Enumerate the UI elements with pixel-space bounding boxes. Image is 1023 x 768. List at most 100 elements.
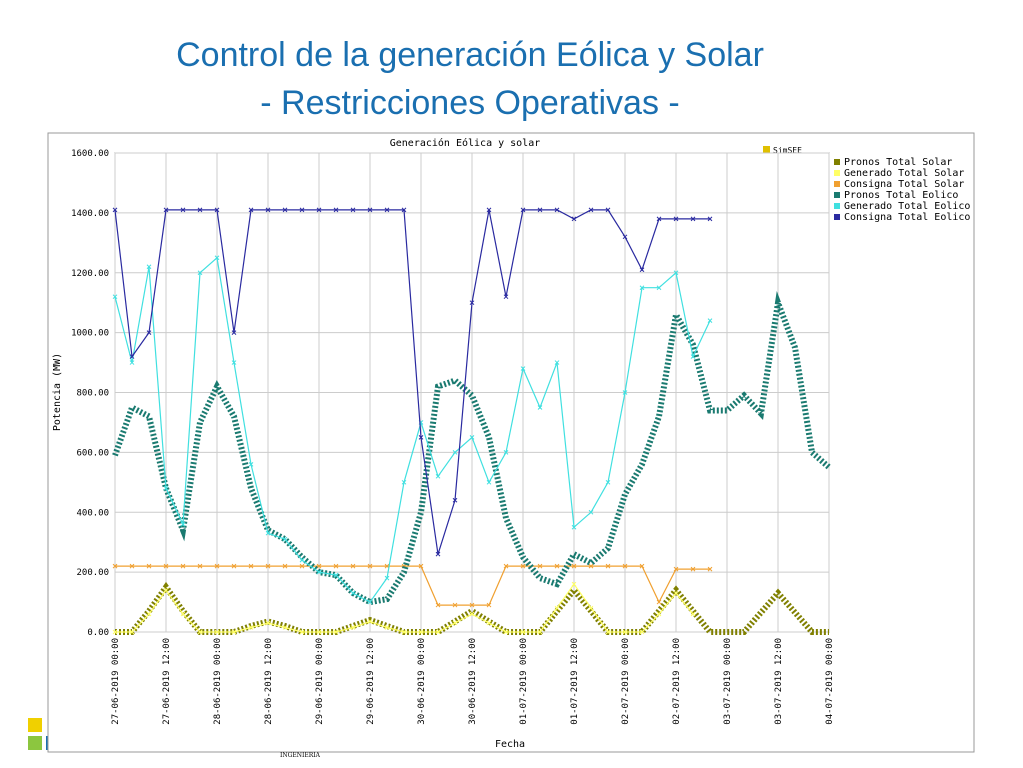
point-marker — [129, 360, 135, 365]
point-marker — [639, 563, 645, 569]
point-marker — [129, 629, 135, 635]
point-marker — [180, 563, 186, 569]
point-marker — [639, 629, 645, 635]
point-marker — [452, 602, 458, 608]
point-marker — [537, 207, 543, 213]
point-marker — [146, 330, 152, 335]
y-tick-label: 1000.00 — [71, 329, 109, 339]
point-marker — [622, 390, 628, 395]
point-marker — [639, 285, 645, 291]
point-marker — [469, 435, 475, 440]
point-marker — [367, 599, 373, 605]
slide-title: Control de la generación Eólica y Solar — [176, 36, 764, 74]
point-marker — [231, 360, 237, 365]
point-marker — [520, 207, 526, 213]
point-marker — [503, 450, 509, 455]
y-tick-label: 400.00 — [76, 508, 109, 518]
point-marker — [486, 602, 492, 608]
point-marker — [656, 285, 662, 291]
point-marker — [231, 629, 237, 635]
x-tick-label: 30-06-2019 00:00 — [417, 638, 427, 725]
point-marker — [384, 207, 390, 213]
x-tick-label: 29-06-2019 12:00 — [366, 638, 376, 725]
point-marker — [469, 300, 475, 306]
point-marker — [265, 563, 271, 569]
point-marker — [605, 207, 611, 213]
point-marker — [299, 207, 305, 213]
point-marker — [622, 234, 628, 240]
point-marker — [146, 611, 152, 617]
series-line — [115, 581, 829, 635]
point-marker — [571, 563, 577, 569]
point-marker — [282, 625, 288, 630]
point-marker — [333, 563, 339, 569]
x-tick-label: 01-07-2019 00:00 — [519, 638, 529, 725]
point-marker — [384, 575, 390, 581]
point-marker — [214, 629, 220, 635]
point-marker — [231, 563, 237, 569]
legend-swatch — [834, 170, 840, 176]
point-marker — [282, 563, 288, 569]
x-tick-label: 27-06-2019 00:00 — [111, 638, 121, 725]
legend-label: Consigna Total Solar — [844, 179, 964, 190]
point-marker — [350, 207, 356, 213]
point-marker — [299, 629, 305, 635]
point-marker — [639, 267, 645, 273]
y-tick-label: 800.00 — [76, 389, 109, 399]
point-marker — [197, 270, 203, 276]
point-marker — [571, 216, 577, 222]
point-marker — [418, 435, 424, 440]
point-marker — [129, 563, 135, 569]
point-marker — [537, 405, 543, 410]
point-marker — [588, 207, 594, 213]
badge: SimSEE — [773, 146, 802, 155]
series-line — [112, 290, 831, 606]
point-marker — [520, 629, 526, 635]
point-marker — [214, 207, 220, 213]
point-marker — [554, 207, 560, 213]
legend-label: Generado Total Solar — [844, 168, 964, 179]
y-tick-label: 1200.00 — [71, 269, 109, 279]
point-marker — [129, 354, 135, 359]
point-marker — [622, 629, 628, 635]
point-marker — [673, 216, 679, 222]
footer-text: INGENIERIA — [280, 752, 321, 759]
legend-swatch — [834, 203, 840, 209]
point-marker — [418, 629, 424, 635]
point-marker — [656, 611, 662, 617]
point-marker — [537, 629, 543, 635]
point-marker — [180, 611, 186, 617]
x-tick-label: 27-06-2019 12:00 — [162, 638, 172, 725]
point-marker — [316, 207, 322, 213]
x-tick-label: 04-07-2019 00:00 — [825, 638, 835, 725]
point-marker — [265, 530, 271, 536]
point-marker — [656, 599, 662, 605]
point-marker — [265, 207, 271, 213]
point-marker — [605, 563, 611, 569]
point-marker — [503, 563, 509, 569]
point-marker — [503, 629, 509, 635]
series-line — [114, 209, 710, 555]
point-marker — [435, 551, 441, 557]
point-marker — [112, 207, 118, 213]
point-marker — [384, 625, 390, 630]
series-line — [115, 565, 710, 606]
point-marker — [265, 620, 271, 626]
chart-title: Generación Eólica y solar — [390, 137, 541, 149]
point-marker — [231, 330, 237, 335]
point-marker — [248, 207, 254, 213]
x-tick-label: 02-07-2019 12:00 — [672, 638, 682, 725]
point-marker — [656, 216, 662, 222]
slide-subtitle: - Restricciones Operativas - — [260, 84, 680, 122]
point-marker — [333, 207, 339, 213]
point-marker — [486, 479, 492, 485]
point-marker — [401, 629, 407, 635]
y-tick-label: 600.00 — [76, 448, 109, 458]
point-marker — [350, 563, 356, 569]
point-marker — [282, 207, 288, 213]
point-marker — [435, 629, 441, 635]
point-marker — [690, 566, 696, 572]
point-marker — [571, 524, 577, 530]
legend-swatch — [834, 192, 840, 198]
point-marker — [367, 619, 373, 624]
